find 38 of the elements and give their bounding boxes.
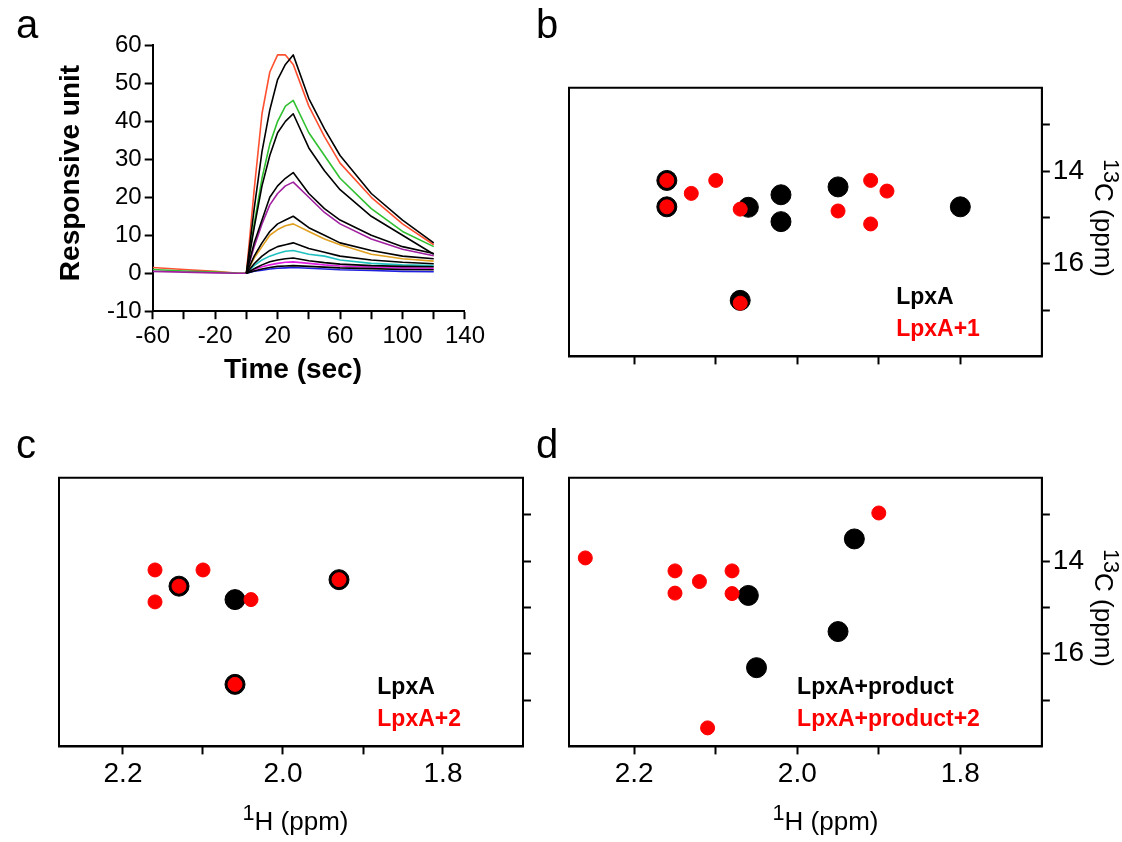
y-tick-label: 0 bbox=[128, 257, 142, 285]
y-tick-label: 14 bbox=[1052, 153, 1085, 185]
chart-title: b bbox=[536, 2, 559, 47]
x-axis-title: Time (sec) bbox=[224, 353, 362, 385]
text: LpxA+product+2 bbox=[797, 705, 980, 732]
x-tick-label: 140 bbox=[444, 321, 485, 349]
text: LpxA bbox=[377, 673, 435, 700]
series-label: LpxA+product bbox=[797, 673, 954, 700]
y-tick-label: 16 bbox=[1052, 636, 1085, 668]
y-tick-label: 16 bbox=[1052, 246, 1085, 278]
x-tick-label: 2.2 bbox=[614, 756, 654, 788]
y-axis-title: Responsive unit bbox=[54, 64, 86, 282]
x-tick-label: -20 bbox=[197, 321, 233, 349]
y-tick-label: 30 bbox=[114, 143, 142, 171]
x-axis-title: $^{1}$H (ppm) bbox=[772, 800, 879, 837]
y-tick-label: 10 bbox=[114, 219, 142, 247]
chart-title: d bbox=[536, 422, 559, 467]
text: LpxA+1 bbox=[896, 315, 981, 342]
chart-title: a bbox=[16, 2, 39, 47]
y-tick-label: 40 bbox=[114, 105, 142, 133]
y-tick-label: 50 bbox=[114, 68, 142, 95]
chart-title: c bbox=[16, 422, 36, 467]
x-tick-label: 2.2 bbox=[103, 756, 143, 788]
text: LpxA bbox=[896, 283, 954, 310]
x-tick-label: 2.0 bbox=[777, 756, 817, 788]
x-tick-label: -60 bbox=[135, 321, 171, 349]
text: LpxA+2 bbox=[377, 705, 462, 732]
x-tick-label: 20 bbox=[264, 321, 291, 349]
y-tick-label: 60 bbox=[114, 30, 142, 58]
y-tick-label: -10 bbox=[107, 295, 142, 323]
x-tick-label: 1.8 bbox=[940, 756, 980, 788]
x-tick-label: 100 bbox=[382, 321, 423, 349]
y-tick-label: 20 bbox=[114, 181, 142, 209]
x-tick-label: 60 bbox=[326, 321, 354, 349]
y-tick-label: 14 bbox=[1052, 543, 1085, 575]
x-axis-title: $^{1}$H (ppm) bbox=[242, 800, 349, 837]
x-tick-label: 2.0 bbox=[263, 756, 303, 788]
x-tick-label: 1.8 bbox=[423, 756, 463, 788]
